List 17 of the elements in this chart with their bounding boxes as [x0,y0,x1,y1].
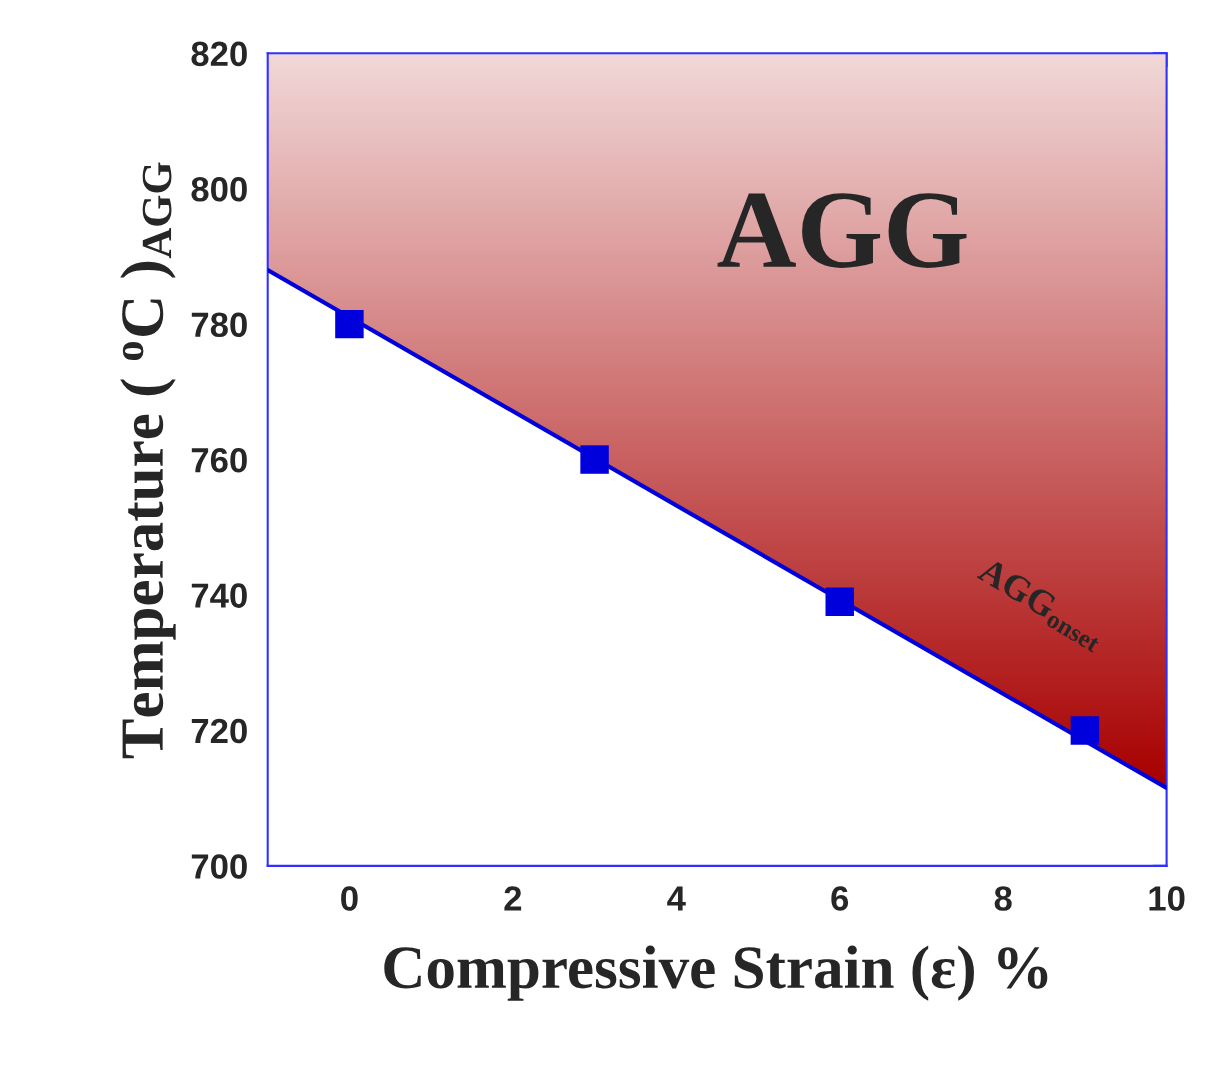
x-tick-label: 0 [341,886,358,911]
x-axis-title: Compressive Strain (ε) % [384,945,1048,1001]
x-tick-label: 6 [831,886,849,911]
y-tick-label: 780 [191,312,247,338]
x-tick-label: 10 [1149,886,1185,911]
annotation: AGG$_{onset}$ [974,556,1108,653]
annotation: AGG [717,193,967,268]
y-tick-label: 720 [191,718,247,744]
y-tick-label: 740 [191,583,247,608]
y-axis-title: Temperature ( $^{o}$C )$_{AGG}$ [120,162,176,759]
x-tick-label: 8 [994,886,1012,911]
y-tick-label: 760 [191,447,247,473]
x-tick-label: 2 [504,886,522,911]
y-tick-label: 820 [191,41,247,67]
y-tick-label: 700 [191,854,247,879]
y-tick-label: 800 [191,177,247,202]
x-tick-label: 4 [667,886,686,911]
